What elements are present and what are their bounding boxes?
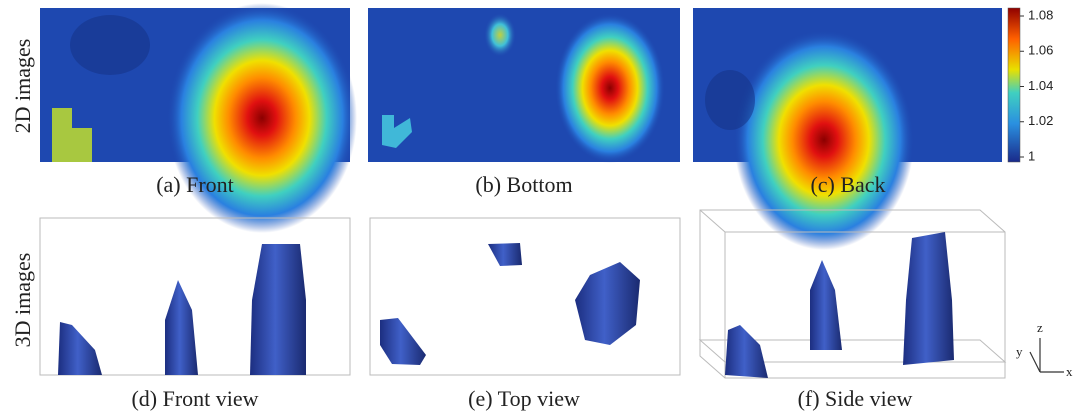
axis-label: z <box>1037 320 1043 335</box>
heatmap-front <box>40 3 357 233</box>
render-top <box>369 217 681 376</box>
row-label: 3D images <box>10 253 35 348</box>
tick-label: 1.06 <box>1028 43 1053 58</box>
blob <box>903 232 954 365</box>
caption: (a) Front <box>156 172 234 197</box>
axis-label: y <box>1016 344 1023 359</box>
blob <box>725 325 768 378</box>
tick-label: 1.08 <box>1028 7 1053 22</box>
heatmap-bottom <box>368 8 680 163</box>
caption: (d) Front view <box>131 386 258 411</box>
colorbar <box>1007 7 1021 163</box>
tick-label: 1.04 <box>1028 78 1053 93</box>
caption: (e) Top view <box>468 386 580 411</box>
tick-label: 1 <box>1028 148 1035 163</box>
render-front <box>39 217 351 376</box>
caption: (b) Bottom <box>475 172 572 197</box>
blob <box>810 260 842 350</box>
row-label: 2D images <box>10 39 35 134</box>
caption: (f) Side view <box>798 386 913 411</box>
heatmap-back <box>693 8 1002 250</box>
caption: (c) Back <box>810 172 885 197</box>
tick-label: 1.02 <box>1028 113 1053 128</box>
colorbar-ticks: 1 1.02 1.04 1.06 1.08 <box>1020 7 1053 163</box>
axis-triad <box>1029 338 1064 373</box>
axis-label: x <box>1066 364 1073 379</box>
render-side <box>698 209 1007 379</box>
